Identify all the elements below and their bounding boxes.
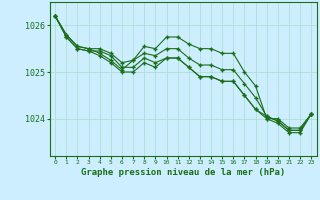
X-axis label: Graphe pression niveau de la mer (hPa): Graphe pression niveau de la mer (hPa) [81,168,285,177]
